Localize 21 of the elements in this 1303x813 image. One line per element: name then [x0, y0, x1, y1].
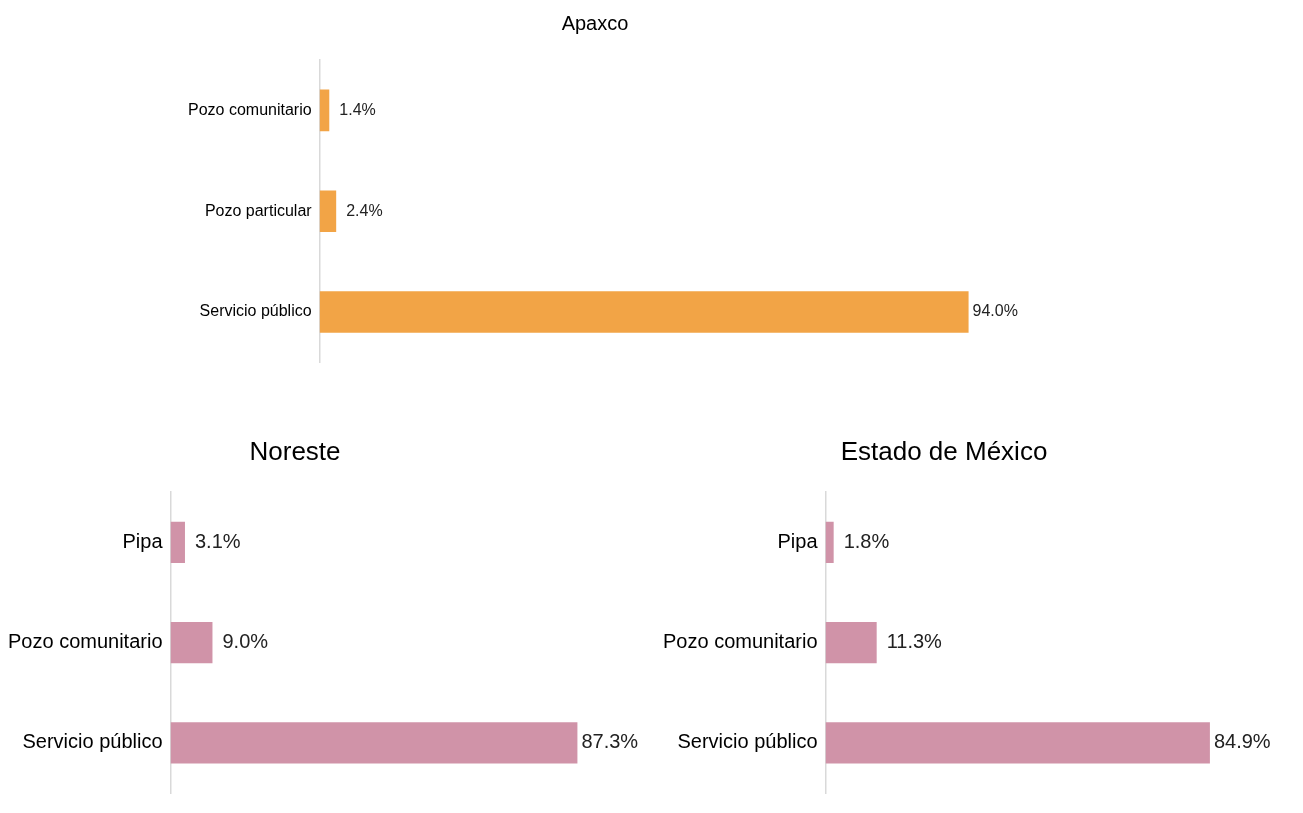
y-tick-label: Pozo comunitario [187, 100, 312, 118]
data-label: 3.1% [194, 529, 241, 552]
y-tick-label: Servicio público [22, 730, 163, 753]
data-label: 11.3% [886, 630, 943, 653]
chart-title: Apaxco [561, 11, 629, 34]
y-tick-label: Pozo comunitario [7, 630, 163, 653]
data-label: 1.4% [339, 100, 376, 118]
data-label: 2.4% [346, 201, 383, 219]
data-label: 84.9% [1213, 730, 1271, 753]
data-label: 1.8% [843, 529, 890, 552]
data-label: 9.0% [222, 630, 269, 653]
y-tick-label: Pozo particular [204, 201, 313, 219]
chart-title: Noreste [249, 435, 341, 466]
data-label: 94.0% [972, 302, 1018, 320]
data-label: 87.3% [581, 730, 639, 753]
chart-title: Estado de México [840, 435, 1048, 466]
y-tick-label: Pipa [777, 529, 819, 552]
y-tick-label: Servicio público [677, 730, 818, 753]
y-tick-label: Pozo comunitario [662, 630, 818, 653]
y-tick-label: Servicio público [199, 302, 312, 320]
y-tick-label: Pipa [122, 529, 164, 552]
